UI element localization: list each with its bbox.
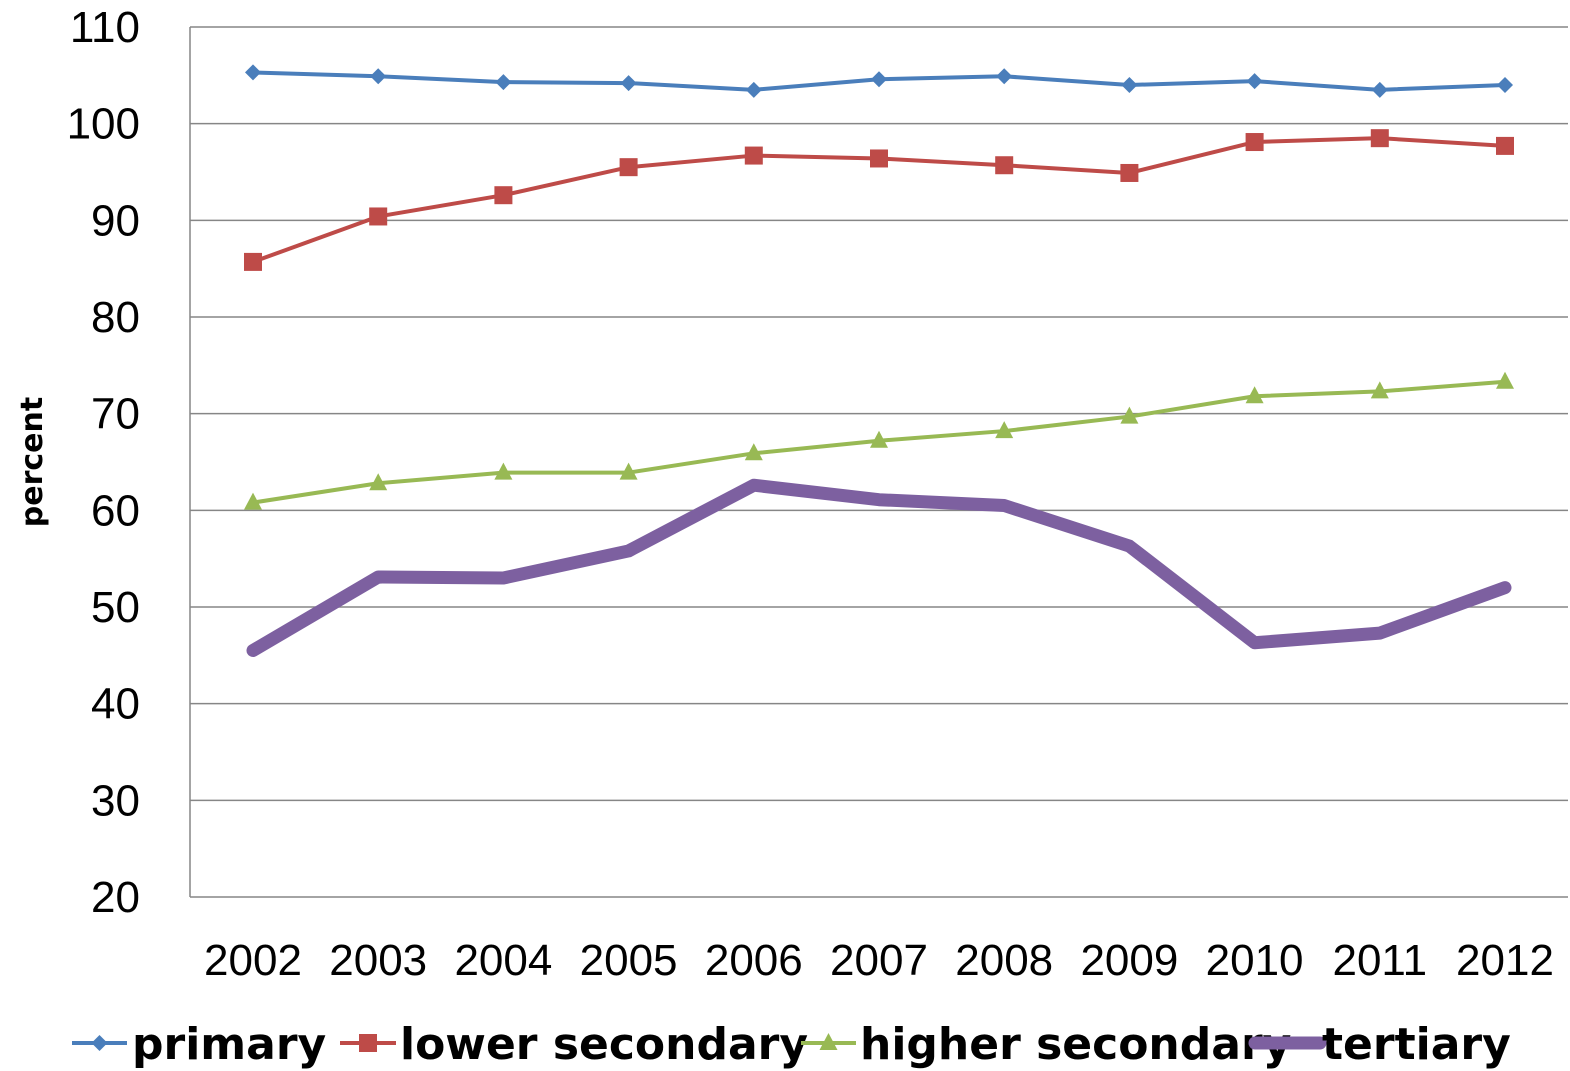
point-higher-secondary-2005 (619, 462, 638, 480)
point-lower-secondary-2003 (369, 207, 388, 226)
point-primary-2010 (1246, 73, 1263, 90)
point-higher-secondary-2006 (744, 443, 763, 461)
point-higher-secondary-2011 (1370, 381, 1389, 399)
point-primary-2006 (745, 81, 762, 98)
y-tick-label-90: 90 (91, 196, 140, 245)
point-lower-secondary-2005 (619, 158, 638, 177)
x-tick-label-2011: 2011 (1332, 936, 1427, 985)
x-tick-label-2009: 2009 (1080, 936, 1178, 985)
legend-item-primary: primary (72, 1019, 326, 1070)
legend-label-lower-secondary: lower secondary (400, 1019, 808, 1070)
point-higher-secondary-2002 (244, 492, 262, 510)
legend: primary lower secondary higher secondary te… (72, 1019, 1511, 1070)
point-higher-secondary-2012 (1496, 371, 1514, 389)
point-lower-secondary-2009 (1120, 163, 1139, 182)
legend-marker-higher-secondary (819, 1033, 838, 1050)
y-tick-label-20: 20 (91, 873, 140, 922)
point-higher-secondary-2009 (1120, 406, 1139, 424)
point-higher-secondary-2008 (995, 421, 1014, 439)
x-tick-label-2005: 2005 (580, 936, 678, 985)
x-tick-label-2002: 2002 (204, 936, 302, 985)
legend-marker-lower-secondary (359, 1034, 377, 1052)
legend-item-tertiary: tertiary (1248, 1019, 1511, 1070)
point-primary-2009 (1121, 77, 1138, 93)
legend-item-higher-secondary: higher secondary (801, 1019, 1291, 1070)
point-primary-2002 (245, 64, 261, 81)
point-primary-2011 (1371, 81, 1388, 98)
point-lower-secondary-2006 (744, 146, 763, 165)
legend-label-higher-secondary: higher secondary (860, 1019, 1291, 1070)
point-primary-2005 (620, 75, 637, 92)
y-tick-label-30: 30 (91, 776, 140, 825)
y-tick-label-110: 110 (70, 3, 140, 52)
x-tick-label-2006: 2006 (705, 936, 803, 985)
point-higher-secondary-2003 (369, 473, 388, 491)
x-tick-label-2010: 2010 (1206, 936, 1304, 985)
legend-label-primary: primary (132, 1019, 326, 1070)
legend-item-lower-secondary: lower secondary (340, 1019, 808, 1070)
point-lower-secondary-2008 (995, 156, 1014, 175)
y-tick-label-40: 40 (91, 680, 140, 729)
series-markers (244, 64, 1514, 651)
point-primary-2008 (996, 68, 1013, 85)
point-primary-2003 (370, 68, 387, 85)
x-tick-label-2008: 2008 (955, 936, 1053, 985)
x-tick-label-2012: 2012 (1456, 936, 1554, 985)
axes (189, 27, 1568, 898)
point-higher-secondary-2004 (494, 462, 513, 480)
point-lower-secondary-2002 (244, 252, 262, 271)
point-primary-2004 (495, 74, 512, 91)
point-higher-secondary-2007 (870, 430, 888, 448)
y-tick-label-50: 50 (91, 583, 140, 632)
y-tick-label-100: 100 (67, 100, 140, 149)
y-tick-label-70: 70 (91, 390, 140, 439)
point-lower-secondary-2007 (870, 149, 888, 168)
legend-label-tertiary: tertiary (1322, 1019, 1511, 1070)
point-lower-secondary-2010 (1245, 133, 1264, 152)
y-tick-label-60: 60 (91, 486, 140, 535)
point-primary-2007 (871, 71, 887, 88)
y-axis-title: percent (15, 397, 50, 527)
x-tick-label-2007: 2007 (830, 936, 928, 985)
point-higher-secondary-2010 (1245, 386, 1264, 404)
x-tick-label-2004: 2004 (454, 936, 552, 985)
point-lower-secondary-2004 (494, 186, 513, 205)
gridlines (190, 26, 1568, 802)
point-primary-2012 (1497, 77, 1513, 93)
y-tick-label-80: 80 (91, 293, 140, 342)
x-tick-labels: 2002 2003 2004 2005 2006 2007 2008 2009 2010 2011… (204, 936, 1554, 985)
point-lower-secondary-2011 (1370, 129, 1389, 148)
point-lower-secondary-2012 (1496, 136, 1514, 155)
legend-marker-primary (91, 1035, 108, 1051)
y-tick-labels: 20 30 40 50 60 70 80 90 100 110 (67, 3, 140, 922)
x-tick-label-2003: 2003 (329, 936, 427, 985)
